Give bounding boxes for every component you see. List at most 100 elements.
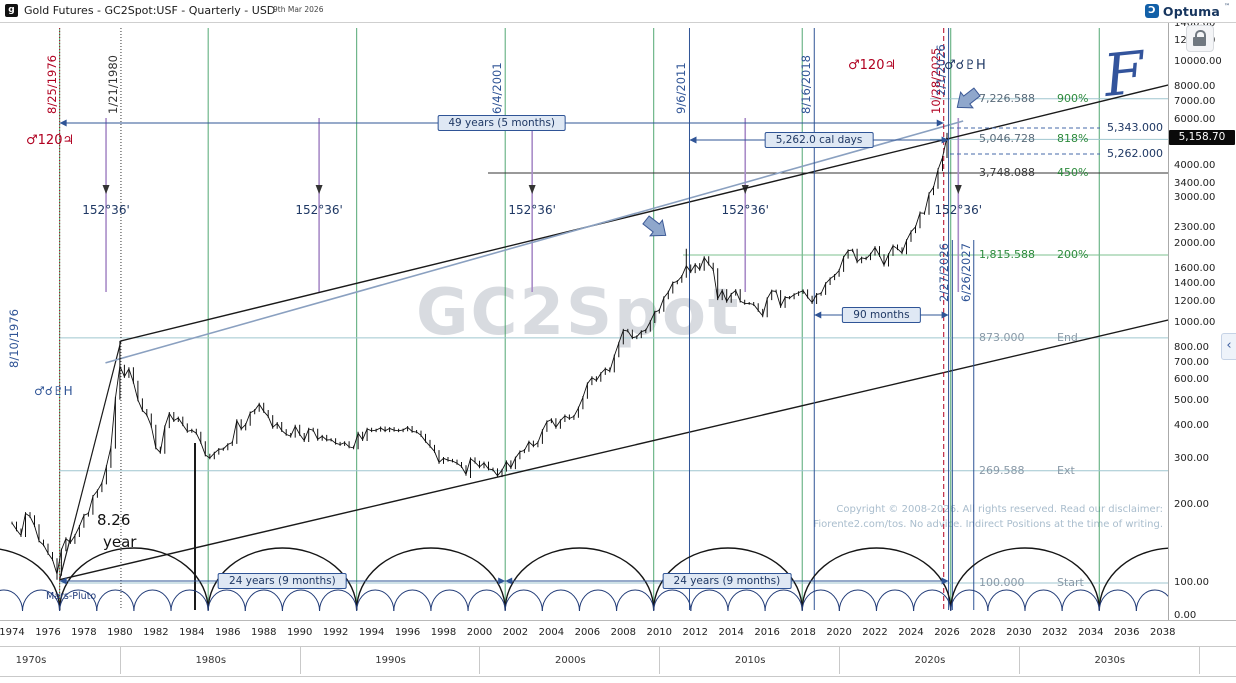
mars-pluto-arc[interactable] (653, 589, 692, 612)
measurement-box[interactable]: 5,262.0 cal days (764, 132, 874, 148)
date-label[interactable]: 2/27/2026 (937, 243, 952, 302)
title-date: 9th Mar 2026 (273, 5, 324, 14)
mars-pluto-arc[interactable] (393, 589, 432, 612)
mars-pluto-arc[interactable] (356, 589, 395, 612)
y-axis-tick: 0.00 (1174, 610, 1197, 621)
last-price-badge: 5,158.70 (1169, 130, 1235, 145)
mars-pluto-arc[interactable] (96, 589, 135, 612)
angle-label[interactable]: 152°36' (82, 203, 130, 217)
collapse-panel-button[interactable]: ‹ (1221, 333, 1236, 360)
mars-pluto-arc[interactable] (207, 589, 246, 612)
mars-pluto-arc[interactable] (727, 589, 766, 612)
mars-pluto-arc[interactable] (913, 589, 952, 612)
astro-label[interactable]: ♂☌♇H (34, 384, 73, 398)
mars-pluto-arc[interactable] (319, 589, 358, 612)
cycle-arc[interactable] (58, 547, 209, 611)
pointer-arrow-icon[interactable] (951, 84, 983, 115)
trademark-symbol: ™ (1224, 3, 1230, 10)
x-axis-year: 1994 (358, 627, 385, 638)
mars-pluto-arc[interactable] (690, 589, 729, 612)
mars-pluto-arc[interactable] (22, 589, 61, 612)
mars-pluto-arc[interactable] (950, 589, 989, 612)
target-price-label[interactable]: 5,343.000 (1107, 121, 1163, 134)
mars-pluto-arc[interactable] (59, 589, 98, 612)
date-label[interactable]: 8/10/1976 (6, 309, 21, 368)
trend-line[interactable] (59, 319, 1168, 581)
level-price-label[interactable]: 100.000 (979, 576, 1025, 589)
title-bar: g Gold Futures - GC2Spot:USF - Quarterly… (0, 0, 1236, 23)
angle-label[interactable]: 152°36' (295, 203, 343, 217)
angle-label[interactable]: 152°36' (721, 203, 769, 217)
angle-label[interactable]: 152°36' (508, 203, 556, 217)
measurement-box[interactable]: 24 years (9 months) (662, 573, 792, 589)
mars-pluto-arc[interactable] (133, 589, 172, 612)
mars-pluto-arc[interactable] (467, 589, 506, 612)
copyright-line-2: Fiorente2.com/tos. No advice. Indirect P… (813, 519, 1163, 530)
mars-pluto-arc[interactable] (764, 589, 803, 612)
mars-pluto-arc[interactable] (838, 589, 877, 612)
y-axis-tick: 6000.00 (1174, 113, 1216, 125)
cycle-arc[interactable] (653, 547, 803, 611)
mars-pluto-arc[interactable] (504, 589, 543, 612)
date-label[interactable]: 8/25/1976 (44, 55, 59, 114)
level-price-label[interactable]: 7,226.588 (979, 91, 1035, 105)
time-axis[interactable] (0, 620, 1236, 647)
level-price-label[interactable]: 269.588 (979, 463, 1025, 477)
astro-label[interactable]: ♂120♃ (848, 58, 897, 73)
decade-cell: 2030s (1018, 647, 1200, 674)
cycle-arc[interactable] (504, 547, 655, 611)
x-axis-year: 2022 (862, 627, 888, 638)
trend-line[interactable] (105, 120, 964, 364)
level-tag-label: Ext (1057, 463, 1075, 477)
mars-pluto-arc[interactable] (987, 589, 1026, 612)
x-axis-year: 1988 (250, 627, 277, 638)
trend-line[interactable] (59, 340, 122, 580)
x-axis-year: 2016 (754, 627, 780, 638)
angle-label[interactable]: 152°36' (934, 203, 983, 217)
level-price-label[interactable]: 3,748.088 (979, 166, 1035, 180)
mars-pluto-arc[interactable] (244, 589, 283, 612)
date-label[interactable]: 6/4/2001 (490, 62, 505, 114)
cycle-arc[interactable] (1098, 547, 1236, 611)
cycle-arc[interactable] (950, 547, 1100, 611)
level-price-label[interactable]: 5,046.728 (979, 132, 1035, 146)
mars-pluto-arc[interactable] (578, 589, 618, 612)
astro-label[interactable]: ♂☌♇H (944, 58, 986, 73)
mars-pluto-arc[interactable] (1061, 589, 1100, 612)
date-label[interactable]: 8/16/2018 (799, 55, 814, 114)
pointer-arrow-icon[interactable] (640, 212, 672, 243)
mars-pluto-arc[interactable] (875, 589, 915, 612)
cycle-arc[interactable] (0, 548, 61, 611)
target-price-label[interactable]: 5,262.000 (1107, 147, 1163, 160)
copyright-line-1: Copyright © 2008-2026. All rights reserv… (836, 504, 1163, 515)
astro-label[interactable]: ♂120♃ (26, 133, 75, 148)
mars-pluto-arc[interactable] (430, 589, 469, 612)
cycle-arc[interactable] (355, 547, 506, 611)
mars-pluto-arc[interactable] (541, 589, 580, 612)
mars-pluto-arc[interactable] (1098, 589, 1137, 612)
x-axis-year: 1996 (394, 627, 421, 638)
y-axis-tick: 300.00 (1174, 452, 1209, 464)
x-axis-year: 2006 (574, 627, 601, 638)
date-label[interactable]: 1/21/1980 (105, 55, 120, 114)
mars-pluto-arc[interactable] (1135, 589, 1173, 612)
measurement-box[interactable]: 49 years (5 months) (437, 115, 567, 131)
cycle-arc[interactable] (207, 547, 358, 611)
level-price-label[interactable]: 873.000 (979, 330, 1025, 344)
mars-pluto-arc[interactable] (1024, 589, 1063, 612)
mars-pluto-arc[interactable] (616, 589, 655, 612)
mars-pluto-arc[interactable] (801, 589, 840, 612)
measurement-box[interactable]: 24 years (9 months) (218, 573, 347, 589)
measurement-box[interactable]: 90 months (842, 307, 921, 323)
mars-pluto-arc[interactable] (0, 589, 24, 612)
lock-icon[interactable] (1186, 25, 1214, 52)
date-label[interactable]: 9/6/2011 (674, 62, 689, 114)
level-price-label[interactable]: 1,815.588 (979, 248, 1035, 262)
astro-marker-icon (528, 185, 536, 194)
price-axis[interactable] (1168, 22, 1236, 621)
mars-pluto-arc[interactable] (170, 589, 209, 612)
mars-pluto-arc[interactable] (281, 589, 321, 612)
date-label[interactable]: 6/26/2027 (958, 243, 973, 302)
